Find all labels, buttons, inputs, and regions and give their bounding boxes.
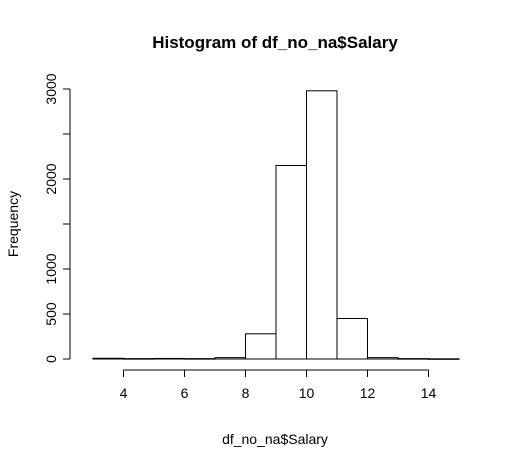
histogram-bar (367, 357, 399, 360)
histogram-bar (275, 165, 307, 360)
y-tick-label: 500 (43, 302, 59, 326)
histogram-bar (306, 90, 338, 360)
y-tick-label: 1000 (43, 253, 59, 284)
x-tick-label: 14 (421, 385, 437, 401)
x-tick-label: 12 (360, 385, 376, 401)
y-tick-label: 0 (43, 355, 59, 363)
x-tick-label: 4 (120, 385, 128, 401)
x-axis: 4 6 8 10 12 14 (120, 369, 437, 401)
histogram-bar (428, 358, 460, 360)
histogram-bar (397, 358, 429, 360)
x-axis-label: df_no_na$Salary (222, 431, 328, 447)
y-tick-label: 3000 (43, 73, 59, 104)
histogram-bar (184, 358, 216, 360)
x-tick-label: 6 (181, 385, 189, 401)
x-tick-label: 8 (242, 385, 250, 401)
y-tick-label: 2000 (43, 163, 59, 194)
y-axis-label: Frequency (5, 191, 21, 257)
histogram-bar (92, 357, 124, 360)
histogram-bar (123, 358, 155, 360)
histogram-bar (153, 357, 185, 360)
y-axis: 0 500 1000 2000 3000 (43, 73, 71, 363)
histogram-bar (245, 333, 277, 360)
histogram-bar (336, 318, 368, 360)
bars-group (92, 90, 460, 360)
chart-title: Histogram of df_no_na$Salary (152, 33, 398, 52)
histogram-bar (214, 357, 246, 360)
x-tick-label: 10 (299, 385, 315, 401)
